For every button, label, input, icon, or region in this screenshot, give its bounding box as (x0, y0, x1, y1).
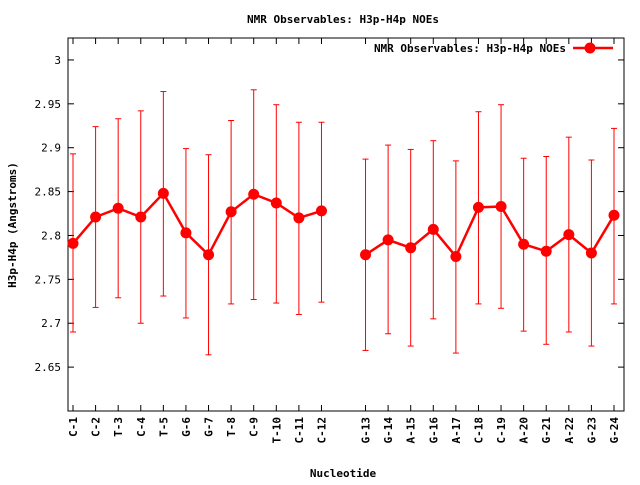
x-tick-label: C-11 (293, 417, 306, 444)
x-tick-label: C-12 (315, 417, 328, 444)
y-tick-label: 2.75 (35, 273, 62, 286)
x-tick-label: C-9 (248, 417, 261, 437)
x-tick-label: G-23 (585, 417, 598, 444)
data-point (540, 245, 552, 257)
data-point (135, 211, 147, 223)
data-point (382, 234, 394, 246)
data-points (67, 187, 620, 263)
x-axis-label: Nucleotide (310, 467, 377, 480)
data-point (293, 212, 305, 224)
series-lines (72, 191, 616, 259)
y-tick-label: 3 (54, 54, 61, 67)
data-point (203, 249, 215, 261)
y-tick-label: 2.85 (35, 186, 62, 199)
error-bars (70, 89, 617, 356)
data-point (472, 201, 484, 213)
x-tick-label: G-14 (382, 417, 395, 444)
data-point (518, 238, 530, 250)
data-point (67, 237, 79, 249)
x-tick-label: G-6 (180, 417, 193, 437)
data-point (427, 223, 439, 235)
x-tick-label: C-1 (67, 417, 80, 437)
series-line (72, 191, 322, 257)
x-tick-label: G-16 (427, 417, 440, 444)
legend-marker (584, 42, 596, 54)
data-point (405, 242, 417, 254)
legend: NMR Observables: H3p-H4p NOEs (374, 42, 613, 55)
data-point (585, 247, 597, 259)
legend-label: NMR Observables: H3p-H4p NOEs (374, 42, 566, 55)
y-axis-label: H3p-H4p (Angstroms) (6, 162, 19, 288)
data-point (563, 229, 575, 241)
x-tick-label: G-13 (360, 417, 373, 444)
y-tick-label: 2.95 (35, 98, 62, 111)
data-point (608, 209, 620, 221)
x-tick-label: T-8 (225, 417, 238, 437)
x-tick-label: T-3 (112, 417, 125, 437)
x-tick-label: T-10 (270, 417, 283, 444)
plot-frame (67, 37, 625, 412)
x-tick-label: A-22 (563, 417, 576, 444)
x-tick-label: A-17 (450, 417, 463, 444)
chart-title: NMR Observables: H3p-H4p NOEs (247, 13, 439, 26)
x-tick-label: G-24 (608, 417, 621, 444)
data-point (360, 249, 372, 261)
y-tick-label: 2.65 (35, 361, 62, 374)
data-point (90, 211, 102, 223)
x-tick-label: T-5 (157, 417, 170, 437)
series-line (364, 205, 616, 259)
data-point (450, 251, 462, 263)
x-tick-label: G-21 (540, 417, 553, 444)
x-tick-label: C-18 (472, 417, 485, 444)
x-axis: C-1 C-2 T-3 C-4 T-5 G-6 G-7 T-8 C-9 T-10 C-11 C-12 G… (67, 38, 621, 444)
data-point (112, 202, 124, 214)
data-point (248, 188, 260, 200)
data-point (315, 205, 327, 217)
x-tick-label: C-4 (135, 417, 148, 437)
y-axis: 2.65 2.7 2.75 2.8 2.85 2.9 2.95 3 (35, 54, 624, 374)
data-point (180, 227, 192, 239)
data-point (270, 197, 282, 209)
x-tick-label: A-15 (405, 417, 418, 444)
data-point (225, 206, 237, 218)
y-tick-label: 2.8 (41, 229, 61, 242)
y-tick-label: 2.9 (41, 142, 61, 155)
y-tick-label: 2.7 (41, 317, 61, 330)
x-tick-label: C-2 (90, 417, 103, 437)
data-point (157, 187, 169, 199)
data-point (495, 201, 507, 213)
x-tick-label: A-20 (518, 417, 531, 444)
x-tick-label: C-19 (495, 417, 508, 444)
x-tick-label: G-7 (203, 417, 216, 437)
